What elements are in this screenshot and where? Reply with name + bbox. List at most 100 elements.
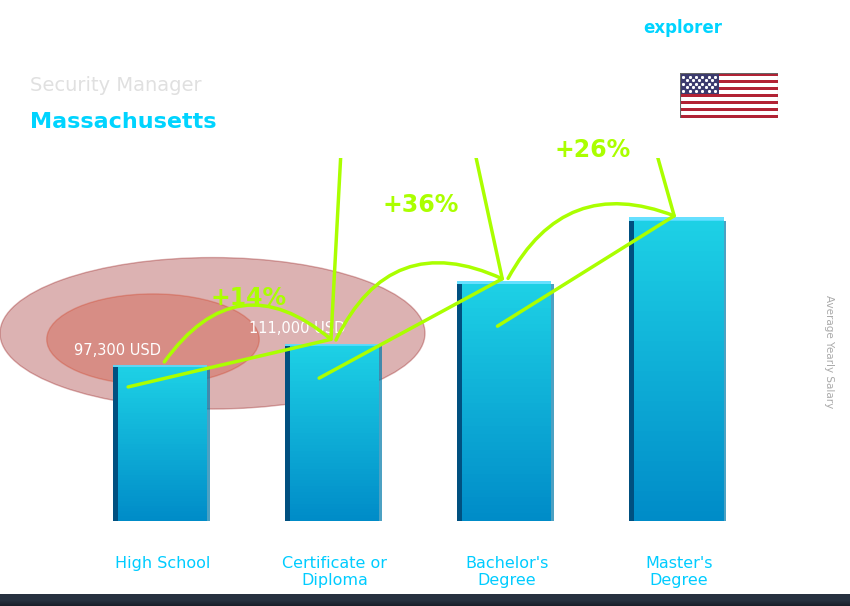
Bar bbox=[0, 596, 850, 602]
Bar bbox=[634, 396, 723, 401]
Bar bbox=[0, 595, 850, 601]
Bar bbox=[0, 594, 850, 601]
Bar bbox=[462, 505, 552, 509]
Bar bbox=[290, 413, 379, 416]
Bar bbox=[0, 599, 850, 605]
Bar bbox=[680, 108, 778, 111]
Bar bbox=[0, 599, 850, 605]
Bar bbox=[462, 339, 552, 344]
Bar bbox=[0, 595, 850, 601]
Bar bbox=[118, 451, 207, 454]
Bar bbox=[290, 453, 379, 457]
Bar bbox=[462, 493, 552, 498]
Bar bbox=[118, 518, 207, 521]
Bar bbox=[462, 387, 552, 391]
Bar bbox=[634, 431, 723, 436]
Bar bbox=[0, 596, 850, 602]
Bar bbox=[118, 416, 207, 419]
Bar bbox=[634, 371, 723, 376]
Bar bbox=[634, 290, 723, 296]
Bar bbox=[118, 410, 207, 413]
Bar bbox=[0, 594, 850, 601]
FancyArrowPatch shape bbox=[128, 132, 342, 387]
Bar bbox=[462, 291, 552, 296]
Bar bbox=[0, 596, 850, 602]
Bar bbox=[379, 345, 382, 521]
Bar bbox=[290, 456, 379, 460]
Bar bbox=[0, 600, 850, 606]
Bar bbox=[462, 509, 552, 513]
Bar bbox=[290, 427, 379, 430]
Bar bbox=[552, 284, 554, 521]
Bar bbox=[680, 101, 778, 104]
Bar bbox=[0, 594, 850, 601]
Bar bbox=[0, 595, 850, 601]
Bar bbox=[634, 486, 723, 491]
Ellipse shape bbox=[47, 294, 259, 385]
Bar bbox=[290, 421, 379, 425]
Bar bbox=[0, 598, 850, 604]
Bar bbox=[118, 472, 207, 475]
Bar bbox=[118, 444, 207, 447]
Bar bbox=[118, 508, 207, 511]
Bar bbox=[0, 596, 850, 602]
Bar bbox=[290, 430, 379, 433]
Bar bbox=[0, 594, 850, 600]
Bar bbox=[0, 596, 850, 602]
Bar bbox=[290, 381, 379, 384]
Bar bbox=[118, 380, 207, 383]
Bar bbox=[634, 236, 723, 241]
Bar bbox=[0, 596, 850, 602]
Bar bbox=[0, 596, 850, 602]
Bar bbox=[462, 434, 552, 438]
Bar bbox=[634, 316, 723, 321]
Bar bbox=[462, 478, 552, 482]
Bar bbox=[0, 599, 850, 605]
Bar bbox=[456, 281, 552, 284]
Bar bbox=[0, 595, 850, 601]
Bar bbox=[290, 468, 379, 471]
Bar bbox=[680, 111, 778, 115]
Bar bbox=[290, 462, 379, 465]
Bar bbox=[0, 599, 850, 605]
Bar bbox=[118, 413, 207, 416]
Bar bbox=[634, 250, 723, 256]
Bar bbox=[0, 597, 850, 603]
Bar bbox=[634, 325, 723, 331]
Bar bbox=[118, 370, 207, 373]
Bar bbox=[0, 598, 850, 604]
Bar bbox=[112, 367, 118, 521]
Bar bbox=[462, 367, 552, 371]
Bar bbox=[634, 330, 723, 336]
Bar bbox=[462, 319, 552, 324]
Bar bbox=[0, 598, 850, 604]
Bar bbox=[290, 360, 379, 363]
Bar bbox=[118, 418, 207, 421]
Bar bbox=[0, 597, 850, 603]
Bar bbox=[462, 410, 552, 415]
Bar bbox=[0, 595, 850, 601]
Bar bbox=[290, 498, 379, 501]
Bar bbox=[0, 600, 850, 606]
Bar bbox=[0, 597, 850, 603]
Bar bbox=[118, 487, 207, 490]
Bar bbox=[0, 596, 850, 602]
Text: Salary Comparison By Education: Salary Comparison By Education bbox=[30, 15, 563, 43]
Bar bbox=[290, 389, 379, 393]
Bar bbox=[634, 265, 723, 271]
Bar bbox=[0, 599, 850, 605]
Bar bbox=[0, 596, 850, 602]
Bar bbox=[634, 511, 723, 516]
Bar bbox=[0, 597, 850, 603]
Bar bbox=[118, 447, 207, 450]
Bar bbox=[118, 377, 207, 380]
Bar bbox=[290, 345, 379, 348]
Bar bbox=[290, 404, 379, 407]
Bar bbox=[0, 599, 850, 605]
Bar bbox=[118, 401, 207, 403]
Bar bbox=[462, 497, 552, 501]
Bar bbox=[634, 516, 723, 521]
Text: .com: .com bbox=[718, 19, 763, 38]
Bar bbox=[634, 466, 723, 471]
Bar bbox=[0, 600, 850, 606]
